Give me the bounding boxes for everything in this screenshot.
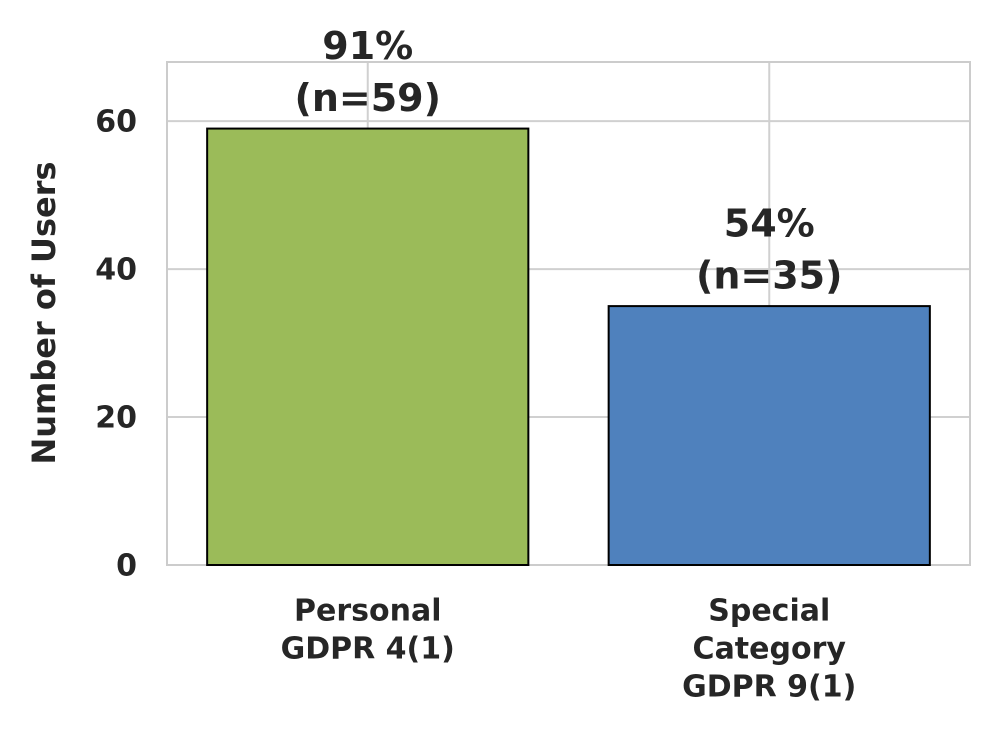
value-label: 91% bbox=[322, 24, 413, 68]
y-axis-label: Number of Users bbox=[25, 161, 63, 464]
y-tick-label: 60 bbox=[95, 105, 137, 140]
y-tick-label: 20 bbox=[95, 401, 137, 436]
bar bbox=[607, 305, 931, 566]
plot-frame bbox=[166, 61, 971, 566]
y-tick-label: 0 bbox=[116, 549, 137, 584]
value-label: (n=59) bbox=[294, 76, 441, 120]
x-tick-label: Category bbox=[693, 632, 847, 667]
value-label: 54% bbox=[724, 202, 815, 246]
bar bbox=[206, 127, 530, 567]
x-tick-label: Special bbox=[708, 594, 830, 629]
x-tick-label: Personal bbox=[294, 594, 441, 629]
x-tick-label: GDPR 9(1) bbox=[682, 670, 856, 705]
value-label: (n=35) bbox=[696, 254, 843, 298]
x-tick-label: GDPR 4(1) bbox=[281, 632, 455, 667]
y-tick-label: 40 bbox=[95, 253, 137, 288]
